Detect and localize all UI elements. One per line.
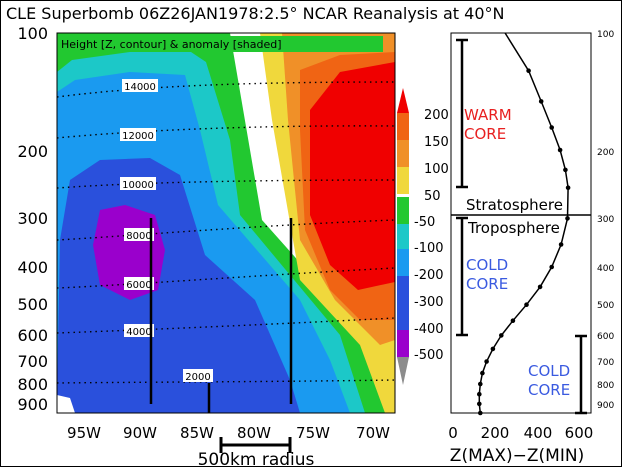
contour-label: 4000 bbox=[126, 327, 151, 338]
right-tick-label: 500 bbox=[597, 301, 614, 311]
profile-point bbox=[510, 318, 516, 324]
profile-point bbox=[524, 302, 529, 308]
annotation-cold-core: CORE bbox=[466, 275, 508, 293]
y-tick-label: 800 bbox=[17, 375, 48, 394]
right-x-axis-label: Z(MAX)−Z(MIN) bbox=[450, 446, 584, 466]
colorbar-label: 100 bbox=[424, 162, 449, 177]
x-tick-label: 80W bbox=[237, 424, 271, 442]
profile-point bbox=[565, 216, 570, 221]
y-tick-label: 400 bbox=[17, 258, 48, 277]
x-tick-label: 90W bbox=[123, 424, 157, 442]
contour-label: 8000 bbox=[126, 231, 151, 242]
profile-point bbox=[538, 99, 544, 104]
right-tick-label: 200 bbox=[597, 148, 614, 158]
colorbar-label: -500 bbox=[414, 348, 444, 363]
x-tick-label: 0 bbox=[448, 424, 458, 442]
panel-title-bg bbox=[58, 36, 383, 52]
right-tick-label: 400 bbox=[597, 264, 614, 274]
x-tick-label: 70W bbox=[356, 424, 390, 442]
profile-point bbox=[478, 410, 483, 416]
shaded-anomaly-field bbox=[57, 33, 395, 413]
right-tick-label: 600 bbox=[597, 332, 614, 342]
annotation-cold-lower: COLD bbox=[528, 362, 570, 380]
annotation-cold: COLD bbox=[466, 256, 508, 274]
x-tick-label: 200 bbox=[481, 424, 510, 442]
right-tick-label: 100 bbox=[597, 30, 614, 40]
radius-scale-bar bbox=[219, 437, 292, 453]
x-tick-label: 85W bbox=[180, 424, 214, 442]
colorbar-label: -200 bbox=[414, 268, 444, 283]
x-tick-label: 400 bbox=[524, 424, 553, 442]
profile-point bbox=[484, 359, 489, 364]
anomaly-band-200 bbox=[310, 62, 395, 290]
annotation-cold-lower-core: CORE bbox=[528, 381, 570, 399]
thickness-profile bbox=[477, 32, 571, 416]
profile-point bbox=[563, 167, 568, 173]
contour-label: 6000 bbox=[126, 280, 151, 291]
right-tick-label: 700 bbox=[597, 358, 614, 368]
profile-point bbox=[549, 125, 554, 130]
profile-point bbox=[557, 147, 563, 153]
annotation-warm-core: CORE bbox=[464, 125, 506, 143]
contour-label: 2000 bbox=[185, 372, 210, 383]
profile-point bbox=[549, 264, 554, 270]
y-tick-label: 700 bbox=[17, 352, 48, 371]
profile-point bbox=[537, 284, 543, 290]
colorbar-labels: 200 150 100 50 -50 -100 -200 -300 -400 -… bbox=[414, 108, 449, 363]
x-tick-label: 95W bbox=[67, 424, 101, 442]
profile-point bbox=[478, 381, 483, 387]
y-tick-label: 900 bbox=[17, 395, 48, 414]
colorbar-label: 200 bbox=[424, 108, 449, 123]
colorbar-label: 50 bbox=[424, 189, 441, 204]
profile-point bbox=[558, 242, 564, 247]
colorbar bbox=[397, 88, 409, 385]
right-x-axis: 0 200 400 600 bbox=[448, 424, 593, 442]
panel-title: Height [Z, contour] & anomaly [shaded] bbox=[61, 38, 282, 51]
profile-point bbox=[477, 391, 482, 397]
colorbar-label: -50 bbox=[414, 215, 435, 230]
y-tick-label: 300 bbox=[17, 209, 48, 228]
right-tick-label: 300 bbox=[597, 215, 614, 225]
radius-label: 500km radius bbox=[198, 450, 315, 467]
figure-title: CLE Superbomb 06Z26JAN1978:2.5° NCAR Rea… bbox=[6, 4, 505, 23]
profile-point bbox=[526, 68, 531, 73]
right-tick-label: 800 bbox=[597, 381, 614, 391]
colorbar-label: 150 bbox=[424, 135, 449, 150]
profile-point bbox=[490, 346, 496, 352]
annotation-warm: WARM bbox=[464, 106, 512, 124]
annotation-troposphere: Troposphere bbox=[467, 219, 560, 237]
right-annotations: WARM CORE Stratosphere Troposphere COLD … bbox=[464, 106, 570, 399]
core-brackets bbox=[456, 38, 587, 415]
profile-point bbox=[480, 370, 485, 376]
colorbar-label: -300 bbox=[414, 295, 444, 310]
left-x-axis: 95W 90W 85W 80W 75W 70W bbox=[67, 424, 390, 442]
right-plot-frame bbox=[450, 32, 592, 414]
x-tick-label: 75W bbox=[296, 424, 330, 442]
right-y-axis: 100 200 300 400 500 600 700 800 900 bbox=[597, 30, 614, 411]
contour-label: 14000 bbox=[124, 82, 156, 93]
contour-labels: 14000 12000 10000 8000 6000 4000 2000 bbox=[120, 79, 213, 383]
y-tick-label: 100 bbox=[17, 24, 48, 43]
x-tick-label: 600 bbox=[565, 424, 594, 442]
right-tick-label: 900 bbox=[597, 401, 614, 411]
profile-point bbox=[565, 185, 571, 190]
y-tick-label: 600 bbox=[17, 326, 48, 345]
colorbar-label: -100 bbox=[414, 241, 444, 256]
colorbar-label: -400 bbox=[414, 322, 444, 337]
y-tick-label: 500 bbox=[17, 295, 48, 314]
left-plot-frame bbox=[56, 32, 396, 414]
contour-label: 12000 bbox=[122, 131, 154, 142]
y-tick-label: 200 bbox=[17, 142, 48, 161]
left-y-axis: 100 200 300 400 500 600 700 800 900 bbox=[17, 24, 48, 414]
profile-point bbox=[499, 333, 504, 338]
contour-label: 10000 bbox=[122, 180, 154, 191]
annotation-stratosphere: Stratosphere bbox=[466, 196, 563, 214]
profile-point bbox=[477, 401, 482, 407]
radius-lines bbox=[149, 218, 293, 413]
